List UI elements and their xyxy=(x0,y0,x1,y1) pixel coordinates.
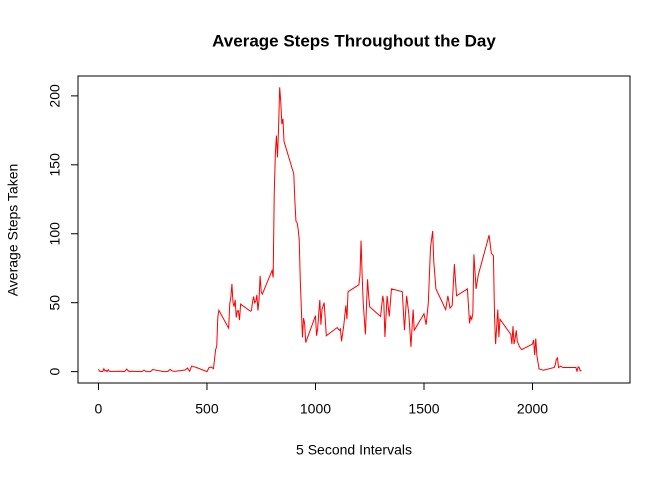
x-tick-label: 0 xyxy=(95,401,103,417)
x-tick-label: 500 xyxy=(195,401,219,417)
data-line xyxy=(98,87,582,373)
y-tick-label: 150 xyxy=(47,153,63,177)
x-tick-label: 1000 xyxy=(300,401,331,417)
x-axis-label: 5 Second Intervals xyxy=(296,442,412,458)
x-tick-label: 2000 xyxy=(517,401,548,417)
y-tick-label: 200 xyxy=(47,84,63,108)
x-tick-label: 1500 xyxy=(408,401,439,417)
y-tick-label: 100 xyxy=(47,222,63,246)
y-tick-label: 50 xyxy=(47,295,63,311)
y-axis-label: Average Steps Taken xyxy=(5,164,21,297)
y-tick-label: 0 xyxy=(47,368,63,376)
chart-title: Average Steps Throughout the Day xyxy=(212,31,496,50)
